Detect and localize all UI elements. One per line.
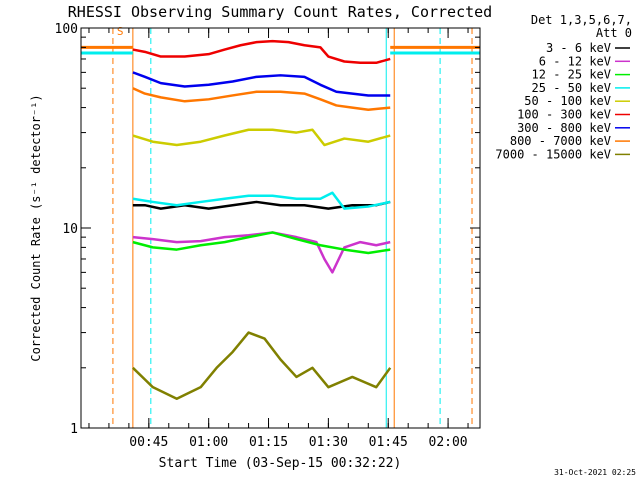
y-tick-label: 1: [70, 422, 78, 437]
series-line: [131, 331, 392, 401]
legend-label: 50 - 100 keV: [524, 94, 611, 108]
legend-header-line: Att 0: [596, 26, 632, 40]
legend-label: 800 - 7000 keV: [510, 134, 611, 148]
legend-label: 12 - 25 keV: [532, 68, 611, 82]
x-tick-label: 00:45: [129, 435, 168, 450]
chart-title: RHESSI Observing Summary Count Rates, Co…: [68, 3, 492, 21]
annotations: S: [117, 25, 124, 38]
annotation-label: S: [117, 25, 124, 38]
legend-label: 100 - 300 keV: [517, 108, 611, 122]
series-line: [132, 128, 391, 147]
y-axis-label: Corrected Count Rate (s⁻¹ detector⁻¹): [29, 94, 43, 361]
footer-timestamp: 31-Oct-2021 02:25: [554, 468, 636, 477]
series-line: [132, 191, 391, 210]
x-tick-label: 01:00: [189, 435, 228, 450]
legend-label: 7000 - 15000 keV: [495, 147, 611, 161]
marker-lines: [112, 28, 473, 428]
x-tick-label: 01:30: [309, 435, 348, 450]
x-axis: 00:45 01:00 01:15 01:30 01:45 02:00: [88, 28, 469, 450]
legend-label: 25 - 50 keV: [532, 81, 611, 95]
series-line: [132, 200, 391, 210]
x-axis-label: Start Time (03-Sep-15 00:32:22): [159, 456, 402, 471]
plot-frame: [80, 27, 481, 429]
series-line: [132, 71, 391, 97]
legend-label: 3 - 6 keV: [546, 41, 611, 55]
series-lines: [131, 39, 392, 401]
outside-segments: [81, 45, 480, 55]
x-tick-label: 01:15: [249, 435, 288, 450]
legend-label: 300 - 800 keV: [517, 121, 611, 135]
series-line: [132, 231, 391, 255]
y-axis: 1 10 100: [55, 22, 480, 437]
y-tick-label: 100: [55, 22, 78, 37]
series-line: [132, 39, 391, 65]
y-tick-label: 10: [62, 222, 78, 237]
series-line: [132, 87, 391, 112]
x-tick-label: 01:45: [369, 435, 408, 450]
legend-header-line: Det 1,3,5,6,7,: [531, 13, 632, 27]
legend-label: 6 - 12 keV: [539, 54, 611, 68]
x-tick-label: 02:00: [429, 435, 468, 450]
series-line: [132, 231, 391, 274]
